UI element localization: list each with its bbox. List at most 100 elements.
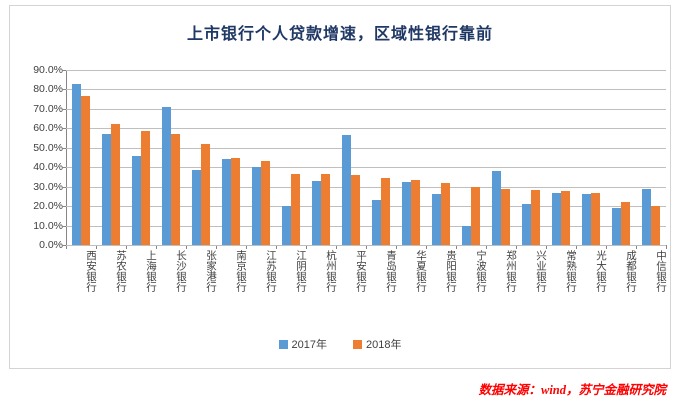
plot-area xyxy=(62,70,666,246)
gridline xyxy=(66,128,666,130)
bar-group xyxy=(276,70,306,245)
x-axis-label: 上海银行 xyxy=(145,250,157,292)
bar-2018年[interactable] xyxy=(591,193,600,245)
x-axis-label: 长沙银行 xyxy=(175,250,187,292)
bar-2018年[interactable] xyxy=(171,134,180,245)
x-axis-tick-mark xyxy=(456,245,457,249)
bar-2017年[interactable] xyxy=(71,83,81,245)
bar-2018年[interactable] xyxy=(411,179,420,245)
x-axis-labels: 西安银行 苏农银行 上海银行 长沙银行 张家港行 南京银行 江苏银行 江阴银行 杭州银行 平安银行… xyxy=(66,250,667,326)
bar-2018年[interactable] xyxy=(531,189,540,245)
bar-2018年[interactable] xyxy=(141,131,150,245)
x-axis-tick-mark xyxy=(126,245,127,249)
y-axis-label: 60.0% xyxy=(33,122,63,135)
y-axis-label: 90.0% xyxy=(33,64,63,76)
legend-swatch-icon xyxy=(353,339,362,349)
x-axis-tick-mark xyxy=(546,245,547,249)
bar-2017年[interactable] xyxy=(461,225,471,245)
x-axis-label: 南京银行 xyxy=(235,250,247,292)
legend-item[interactable]: 2017年 xyxy=(278,336,327,352)
y-axis-tick-mark xyxy=(62,128,66,130)
x-axis-label: 常熟银行 xyxy=(565,250,577,292)
x-axis-tick-mark xyxy=(636,245,637,249)
bar-2017年[interactable] xyxy=(341,135,351,245)
x-axis-tick-mark xyxy=(576,245,577,249)
bar-2017年[interactable] xyxy=(161,106,171,245)
gridline xyxy=(66,70,666,71)
gridline xyxy=(66,225,666,227)
bar-group xyxy=(516,70,546,245)
x-axis-label: 苏农银行 xyxy=(115,250,127,292)
bar-group xyxy=(486,70,516,245)
legend-label: 2018年 xyxy=(366,339,402,351)
bar-2018年[interactable] xyxy=(261,161,270,245)
bar-group xyxy=(216,70,246,245)
bar-group xyxy=(456,70,486,245)
x-axis-label: 张家港行 xyxy=(205,250,217,292)
bar-2018年[interactable] xyxy=(471,186,480,245)
x-axis-label: 宁波银行 xyxy=(475,250,487,292)
bar-2018年[interactable] xyxy=(651,206,660,245)
bar-2018年[interactable] xyxy=(291,174,300,245)
x-axis-tick-mark xyxy=(216,245,217,249)
bar-2017年[interactable] xyxy=(581,194,591,245)
bar-2018年[interactable] xyxy=(201,143,210,245)
bar-2018年[interactable] xyxy=(111,124,120,245)
bar-2017年[interactable] xyxy=(611,208,621,245)
x-axis-label: 江阴银行 xyxy=(295,250,307,292)
y-axis-tick-mark xyxy=(62,89,66,91)
bar-2017年[interactable] xyxy=(521,204,531,245)
bar-2017年[interactable] xyxy=(191,170,201,245)
bar-2017年[interactable] xyxy=(371,200,381,245)
bar-group xyxy=(126,70,156,245)
bar-2018年[interactable] xyxy=(561,190,570,245)
bar-2018年[interactable] xyxy=(231,157,240,245)
bar-2017年[interactable] xyxy=(251,167,261,245)
bar-2017年[interactable] xyxy=(281,206,291,245)
bar-2017年[interactable] xyxy=(401,181,411,245)
bar-group xyxy=(186,70,216,245)
gridline xyxy=(66,89,666,91)
bar-2017年[interactable] xyxy=(131,155,141,245)
bar-2018年[interactable] xyxy=(501,188,510,245)
bar-2017年[interactable] xyxy=(311,180,321,245)
y-axis-tick-mark xyxy=(62,147,66,149)
x-axis-label: 光大银行 xyxy=(595,250,607,292)
bar-2018年[interactable] xyxy=(321,174,330,245)
bar-2017年[interactable] xyxy=(101,134,111,245)
gridline xyxy=(66,186,666,188)
y-axis-line xyxy=(66,70,67,246)
bar-2018年[interactable] xyxy=(351,175,360,245)
bar-2017年[interactable] xyxy=(491,171,501,245)
y-axis-tick-mark xyxy=(62,186,66,188)
x-axis-tick-mark xyxy=(426,245,427,249)
legend-item[interactable]: 2018年 xyxy=(353,336,401,352)
chart-title: 上市银行个人贷款增速，区域性银行靠前 xyxy=(186,26,493,43)
bar-2017年[interactable] xyxy=(551,193,561,245)
x-axis-label: 江苏银行 xyxy=(265,250,277,292)
x-axis-label: 青岛银行 xyxy=(385,250,397,292)
gridline xyxy=(66,147,666,149)
x-axis-tick-mark xyxy=(666,245,667,249)
y-axis-tick-mark xyxy=(62,245,66,246)
bar-2017年[interactable] xyxy=(221,159,231,245)
x-axis-tick-mark xyxy=(186,245,187,249)
bar-group xyxy=(576,70,606,245)
x-axis-tick-mark xyxy=(306,245,307,249)
x-axis-tick-mark xyxy=(606,245,607,249)
bar-2018年[interactable] xyxy=(81,96,90,245)
bar-2018年[interactable] xyxy=(621,202,630,245)
x-axis-tick-mark xyxy=(366,245,367,249)
bar-2018年[interactable] xyxy=(441,182,450,245)
y-axis-tick-mark xyxy=(62,206,66,208)
bar-2018年[interactable] xyxy=(381,177,390,245)
x-axis-label: 贵阳银行 xyxy=(445,250,457,292)
x-axis-label: 平安银行 xyxy=(355,250,367,292)
bar-2017年[interactable] xyxy=(431,194,441,245)
bar-group xyxy=(366,70,396,245)
bar-2017年[interactable] xyxy=(641,188,651,245)
y-axis-tick-mark xyxy=(62,70,66,71)
x-axis-label: 兴业银行 xyxy=(535,250,547,292)
y-axis-label: 50.0% xyxy=(33,141,63,154)
x-axis-label: 西安银行 xyxy=(85,250,97,292)
